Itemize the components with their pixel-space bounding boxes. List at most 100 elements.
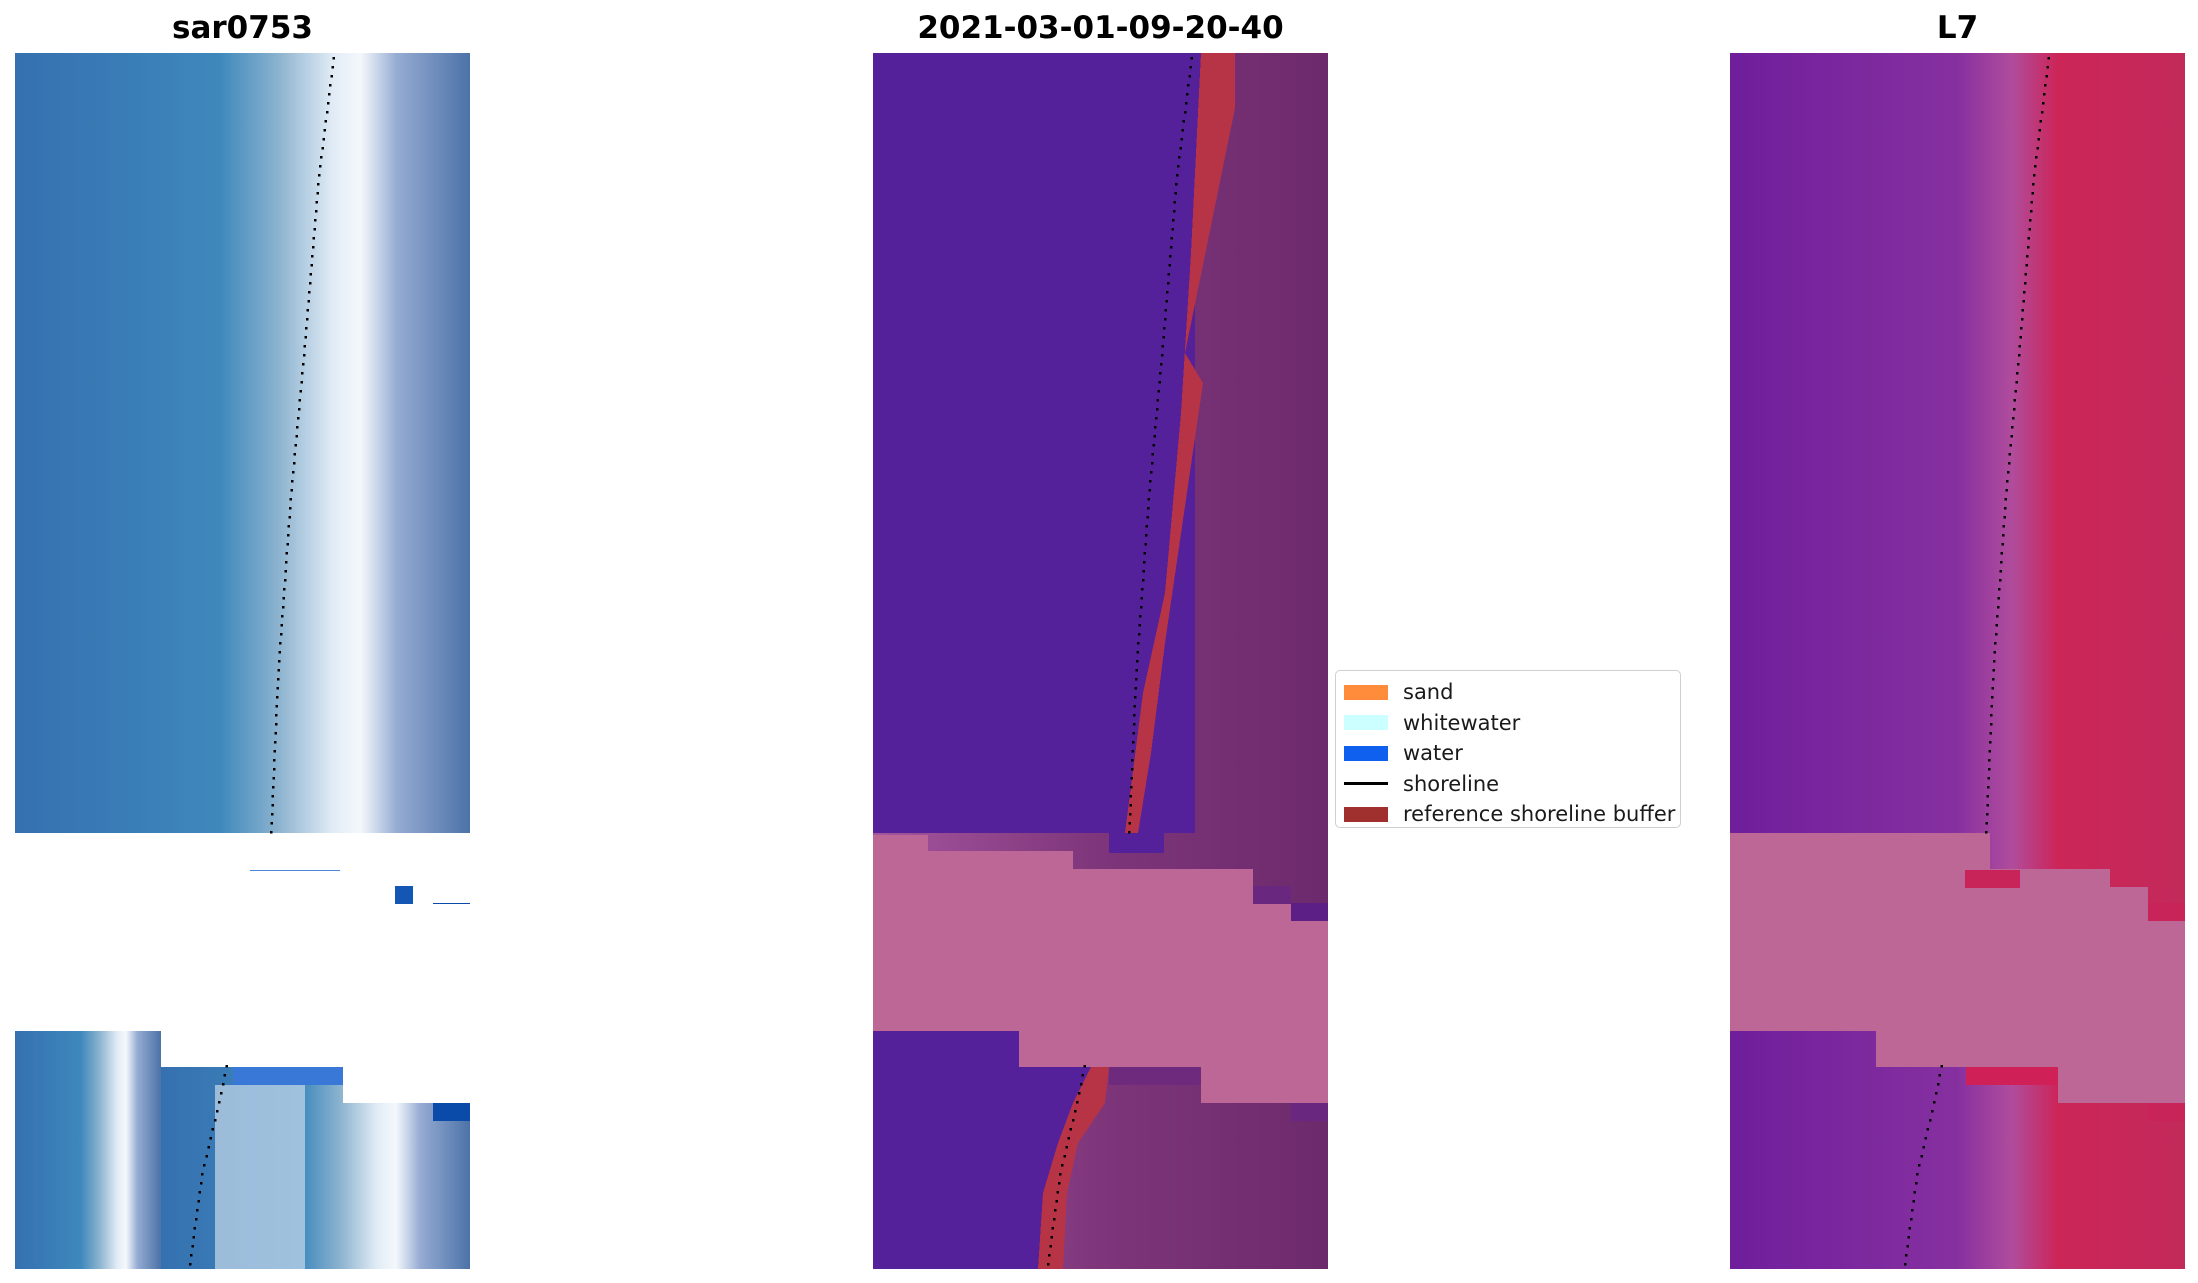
shoreline-point: [1050, 1236, 1053, 1239]
shoreline-point: [274, 723, 278, 726]
shoreline-point: [203, 1164, 206, 1167]
shoreline-point: [281, 606, 285, 609]
shoreline-point: [223, 1074, 227, 1077]
shoreline-point: [1128, 813, 1132, 816]
shoreline-point: [225, 1065, 228, 1068]
shoreline-point: [1918, 1164, 1921, 1167]
shoreline-point: [277, 669, 280, 672]
shoreline-point: [1920, 1155, 1923, 1158]
shoreline-point: [1997, 597, 2000, 600]
shoreline-point: [1909, 1218, 1913, 1221]
shoreline-point: [2002, 534, 2005, 537]
legend-item-whitewater: whitewater: [1344, 708, 1680, 739]
shoreline-point: [2036, 147, 2039, 150]
shoreline-point: [1057, 1182, 1061, 1185]
shoreline-point: [1133, 714, 1136, 717]
shoreline-point: [1083, 1065, 1086, 1068]
shoreline-point: [1935, 1092, 1938, 1095]
shoreline-point: [1999, 570, 2002, 573]
shoreline-point: [1129, 804, 1132, 807]
shoreline-point: [305, 318, 309, 321]
shoreline-point: [1986, 804, 1989, 807]
shoreline-point: [1137, 642, 1140, 645]
shoreline-point: [270, 813, 274, 816]
shoreline-point: [221, 1083, 225, 1086]
shoreline-point: [2029, 219, 2032, 222]
shoreline-point: [1172, 210, 1176, 213]
shoreline-point: [289, 507, 292, 510]
shoreline-point: [1172, 219, 1175, 222]
shoreline-point: [1991, 696, 1994, 699]
shoreline-point: [188, 1263, 192, 1266]
shoreline-point: [1130, 786, 1133, 789]
legend-label-water: water: [1403, 741, 1463, 766]
shoreline-point: [282, 597, 285, 600]
shoreline-point: [322, 138, 325, 141]
shoreline-point: [1992, 669, 1995, 672]
shoreline-point: [1048, 1254, 1051, 1257]
shoreline-point: [1908, 1227, 1912, 1230]
shoreline-point: [1132, 741, 1135, 744]
shoreline-point: [296, 426, 299, 429]
shoreline-point: [196, 1209, 199, 1212]
shoreline-point: [2017, 354, 2021, 357]
shoreline-point: [307, 300, 310, 303]
shoreline-point: [324, 120, 328, 123]
shoreline-point: [323, 129, 326, 132]
shoreline-point: [2032, 174, 2036, 177]
shoreline-point: [287, 534, 290, 537]
shoreline-point: [317, 183, 320, 186]
shoreline-point: [2037, 138, 2040, 141]
shoreline-point: [2014, 390, 2018, 393]
shoreline-point: [1165, 300, 1168, 303]
shoreline-point: [1183, 111, 1187, 114]
shoreline-point: [290, 489, 293, 492]
shoreline-point: [1993, 651, 1997, 654]
shoreline-point: [275, 705, 279, 708]
shoreline-point: [285, 552, 289, 555]
shoreline-point: [303, 345, 307, 348]
legend-line-shoreline: [1344, 782, 1388, 786]
shoreline-point: [1078, 1092, 1081, 1095]
shoreline-point: [319, 165, 322, 168]
classified-image-panel: [873, 53, 1328, 1269]
shoreline-point: [1166, 291, 1169, 294]
shoreline-point: [297, 408, 301, 411]
shoreline-point: [1046, 1263, 1050, 1266]
shoreline-point: [1157, 390, 1161, 393]
shoreline-point: [1987, 777, 1990, 780]
shoreline-point: [1134, 678, 1138, 681]
shoreline-point: [2039, 120, 2043, 123]
shoreline-point: [274, 732, 277, 735]
shoreline-point: [2008, 453, 2012, 456]
rgb-image-panel: [15, 53, 470, 1269]
shoreline-point: [1916, 1173, 1919, 1176]
shoreline-point: [2012, 408, 2016, 411]
shoreline-point: [218, 1101, 221, 1104]
shoreline-point: [1052, 1218, 1056, 1221]
panel-title-nir: L7: [1936, 10, 1979, 46]
shoreline-point: [1150, 462, 1154, 465]
shoreline-point: [1989, 732, 1992, 735]
shoreline-point: [1174, 192, 1177, 195]
shoreline-point: [2047, 57, 2050, 60]
shoreline-point: [292, 462, 296, 465]
shoreline-point: [294, 444, 298, 447]
shoreline-point: [320, 156, 323, 159]
shoreline-point: [1170, 237, 1174, 240]
shoreline-point: [1138, 624, 1141, 627]
shoreline-point: [1142, 570, 1145, 573]
shoreline-point: [1156, 399, 1160, 402]
shoreline-point: [1924, 1137, 1928, 1140]
shoreline-point: [312, 237, 316, 240]
shoreline-point: [190, 1254, 193, 1257]
shoreline-point: [2026, 246, 2030, 249]
shoreline-point: [1147, 507, 1150, 510]
shoreline-point: [2027, 237, 2031, 240]
shoreline-point: [1996, 606, 2000, 609]
shoreline-point: [304, 336, 307, 339]
shoreline-point: [2017, 363, 2020, 366]
panel-title-rgb: sar0753: [172, 10, 313, 46]
shoreline-point: [2032, 183, 2035, 186]
shoreline-point: [292, 471, 295, 474]
